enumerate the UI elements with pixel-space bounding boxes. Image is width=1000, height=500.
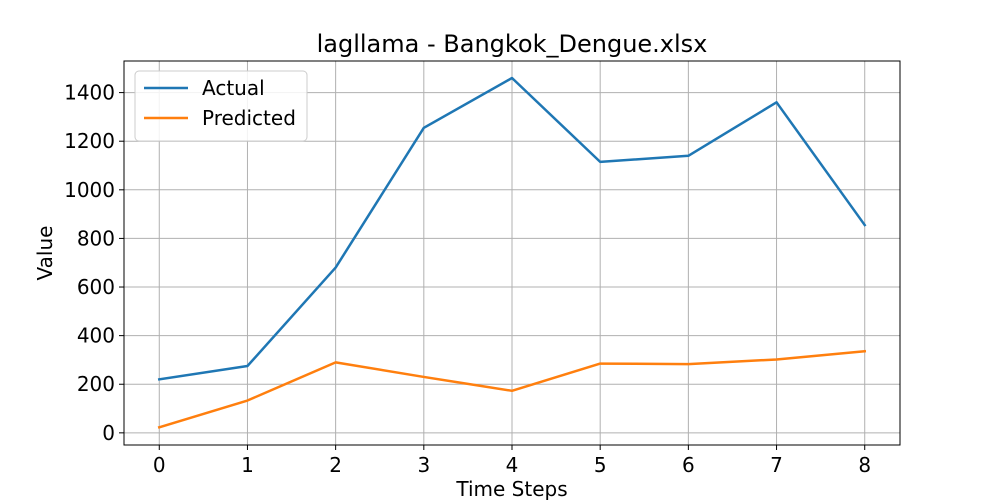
legend-label-predicted: Predicted [202,106,296,130]
y-tick-label: 1400 [64,81,115,105]
y-axis-label: Value [33,226,57,281]
x-tick-label: 4 [506,453,519,477]
x-tick-label: 0 [153,453,166,477]
y-tick-label: 1000 [64,178,115,202]
x-tick-label: 2 [329,453,342,477]
x-tick-label: 7 [770,453,783,477]
y-tick-label: 0 [102,421,115,445]
grid [124,61,900,445]
series-line-predicted [157,349,867,429]
y-tick-label: 600 [77,275,115,299]
x-tick-label: 8 [858,453,871,477]
y-tick-label: 800 [77,226,115,250]
chart-title: lagllama - Bangkok_Dengue.xlsx [317,30,708,58]
axis-ticks: 0 1 2 3 4 5 6 7 8 0 200 400 600 800 1000 1200 1400 [64,81,871,477]
x-tick-label: 5 [594,453,607,477]
x-tick-label: 6 [682,453,695,477]
series-line-actual [157,76,867,381]
legend-label-actual: Actual [202,76,265,100]
x-tick-label: 3 [417,453,430,477]
y-tick-label: 200 [77,372,115,396]
legend: Actual Predicted [134,70,308,142]
y-tick-label: 1200 [64,129,115,153]
series-layer [157,76,867,429]
y-tick-label: 400 [77,324,115,348]
x-axis-label: Time Steps [455,477,567,500]
x-tick-label: 1 [241,453,254,477]
